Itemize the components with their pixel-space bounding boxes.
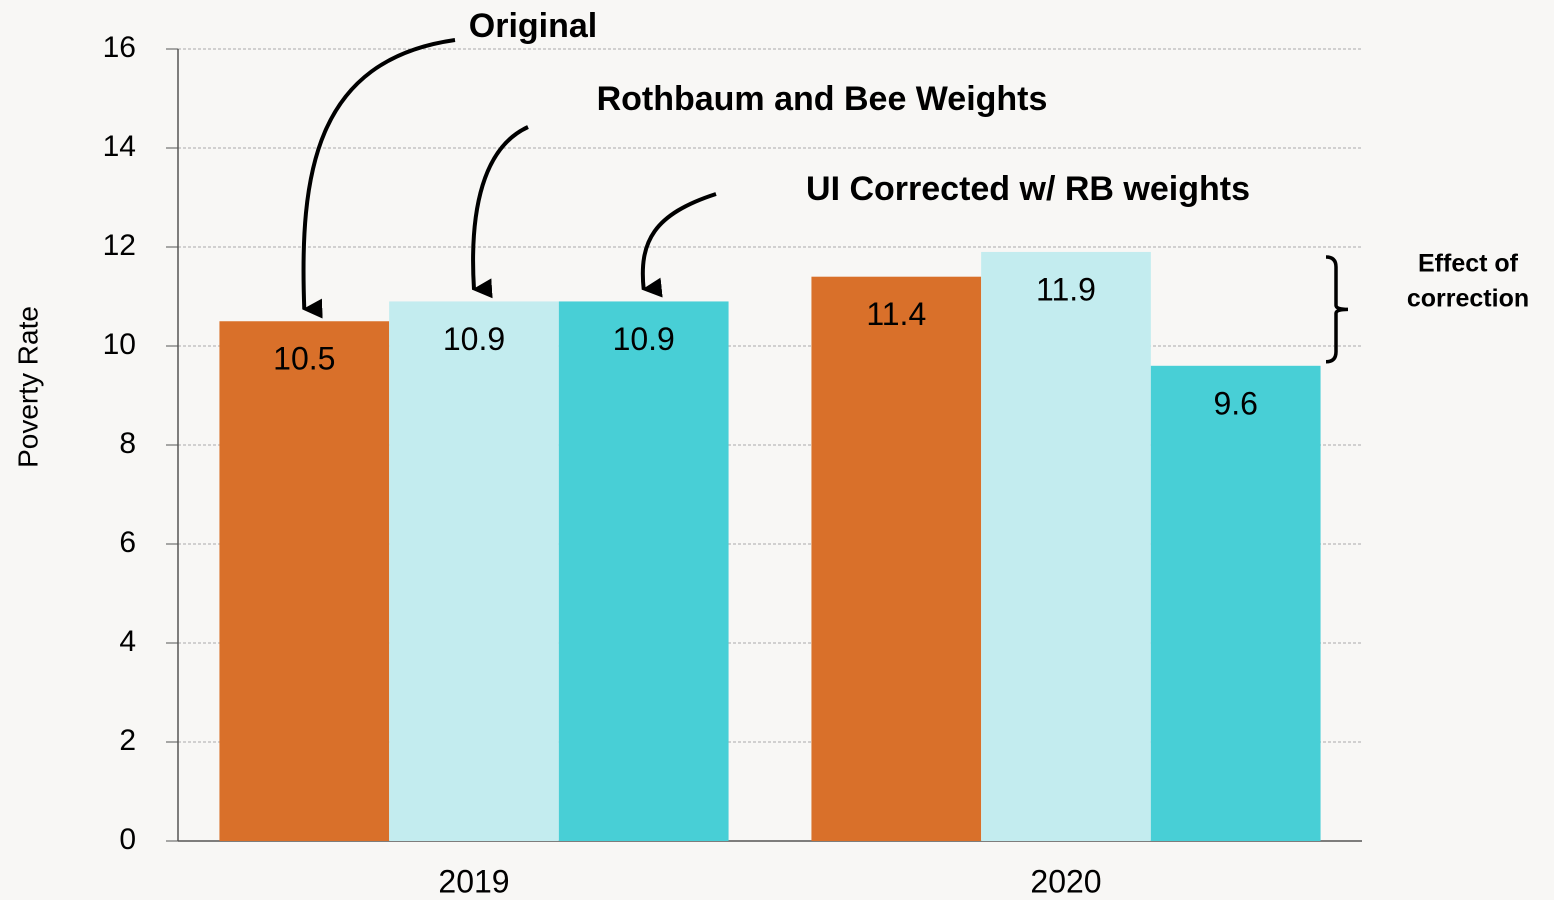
x-tick-label: 2019 [438, 863, 509, 899]
value-label: 10.9 [443, 321, 505, 357]
bar [1150, 365, 1321, 841]
y-tick-label: 8 [119, 427, 136, 460]
y-tick-label: 0 [119, 823, 136, 856]
bar [981, 251, 1151, 841]
y-axis-label: Poverty Rate [12, 306, 43, 468]
y-tick-label: 2 [119, 724, 136, 757]
value-label: 9.6 [1213, 385, 1257, 421]
y-tick-label: 14 [103, 130, 136, 163]
series-label: Original [469, 7, 597, 45]
value-label: 10.9 [613, 321, 675, 357]
series-label: Rothbaum and Bee Weights [597, 80, 1048, 118]
annotation: correction [1407, 285, 1529, 313]
arrow [301, 38, 456, 319]
bar [558, 301, 729, 841]
bar [811, 276, 982, 841]
series-label: UI Corrected w/ RB weights [806, 170, 1250, 208]
annotation: Effect of [1418, 250, 1519, 278]
value-label: 10.5 [273, 341, 335, 377]
y-tick-label: 6 [119, 526, 136, 559]
arrow [640, 192, 717, 298]
y-tick-label: 4 [119, 625, 136, 658]
bracket [1325, 255, 1349, 364]
bar [219, 321, 390, 841]
bar [389, 301, 559, 841]
y-tick-label: 16 [103, 31, 136, 64]
value-label: 11.9 [1036, 271, 1096, 307]
y-tick-label: 10 [103, 328, 136, 361]
value-label: 11.4 [866, 296, 926, 332]
x-tick-label: 2020 [1030, 863, 1101, 899]
y-tick-label: 12 [103, 229, 136, 262]
arrow [471, 125, 529, 299]
